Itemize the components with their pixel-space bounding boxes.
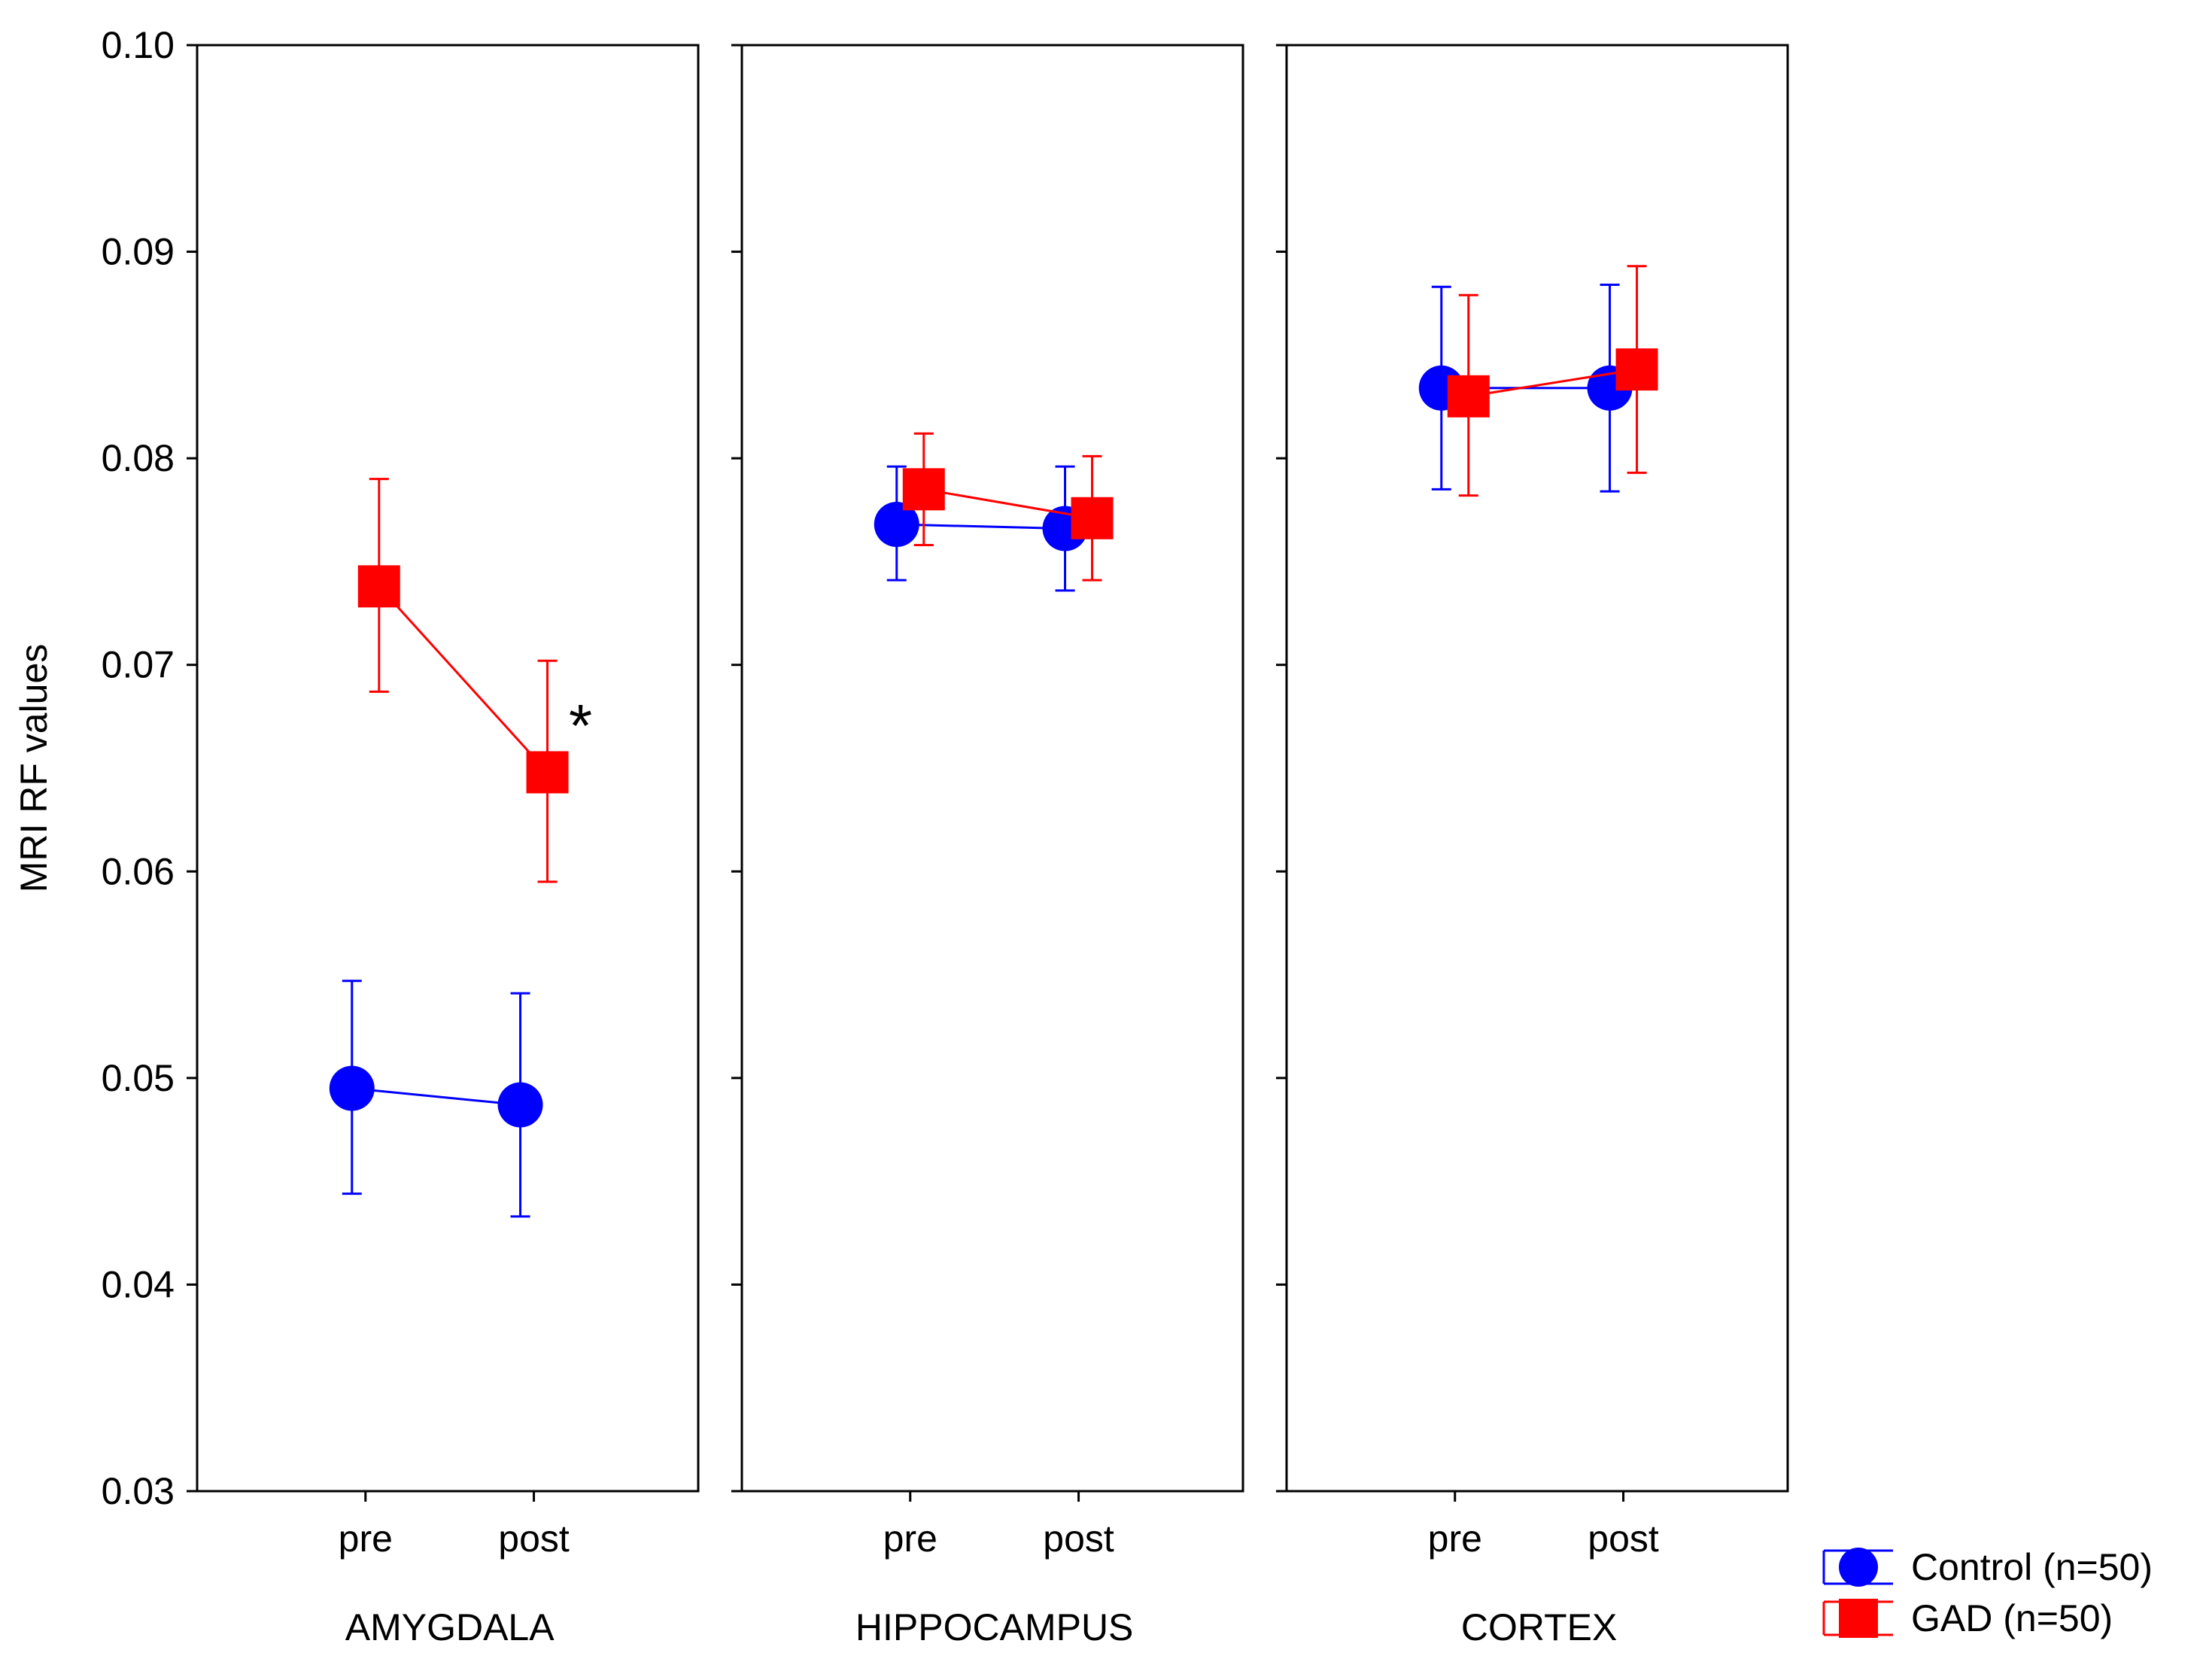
data-point-gad (1071, 497, 1114, 539)
data-point-control (497, 1082, 543, 1128)
panel-amygdala: pre post AMYGDALA * (187, 44, 700, 1648)
legend-label: GAD (n=50) (1911, 1597, 2113, 1639)
y-tick-label: 0.03 (102, 1470, 175, 1512)
data-point-gad (1447, 375, 1490, 418)
x-tick-label: pre (883, 1517, 937, 1560)
series-control (874, 465, 1088, 592)
panel-frame (740, 44, 1244, 1493)
series-line (923, 488, 1092, 520)
x-tick-label: post (498, 1517, 570, 1560)
y-tick-label: 0.09 (102, 231, 175, 273)
y-tick-label: 0.07 (102, 644, 175, 686)
panel-label: AMYGDALA (345, 1606, 555, 1648)
data-point-gad (357, 565, 400, 608)
legend: Control (n=50) GAD (n=50) (1822, 1546, 2153, 1639)
series-line (896, 523, 1065, 530)
panel-label: HIPPOCAMPUS (855, 1606, 1134, 1648)
legend-marker-square (1839, 1599, 1878, 1638)
series-line (351, 1087, 521, 1107)
y-tick-label: 0.05 (102, 1057, 175, 1099)
data-point-gad (902, 468, 945, 511)
data-point-gad (526, 751, 569, 794)
y-tick-label: 0.06 (102, 850, 175, 892)
panel-label: CORTEX (1461, 1606, 1617, 1648)
series-gad (357, 478, 569, 883)
panel-hippocampus: pre post HIPPOCAMPUS (731, 44, 1244, 1648)
data-point-control (874, 502, 919, 548)
significance-asterisk: * (569, 692, 592, 759)
y-tick-label: 0.10 (102, 24, 175, 66)
x-tick-label: pre (339, 1517, 393, 1560)
series-gad (1447, 265, 1658, 497)
legend-marker-circle (1839, 1548, 1878, 1587)
series-line (1468, 368, 1637, 398)
panel-frame (196, 44, 700, 1493)
legend-entry: Control (n=50) (1822, 1546, 2153, 1588)
x-tick-label: post (1588, 1517, 1659, 1560)
y-tick-label: 0.08 (102, 437, 175, 479)
panel-frame (1285, 44, 1789, 1493)
series-line (378, 585, 548, 773)
series-control (329, 980, 543, 1218)
panel-cortex: pre post CORTEX (1276, 44, 1789, 1648)
data-point-gad (1615, 348, 1658, 391)
x-tick-label: post (1043, 1517, 1114, 1560)
y-axis-title: MRI RF values (13, 644, 55, 893)
legend-entry: GAD (n=50) (1822, 1597, 2113, 1639)
data-point-control (329, 1065, 375, 1111)
y-tick-label: 0.04 (102, 1263, 175, 1305)
x-tick-label: pre (1428, 1517, 1482, 1560)
series-gad (902, 432, 1114, 582)
legend-label: Control (n=50) (1911, 1546, 2153, 1588)
